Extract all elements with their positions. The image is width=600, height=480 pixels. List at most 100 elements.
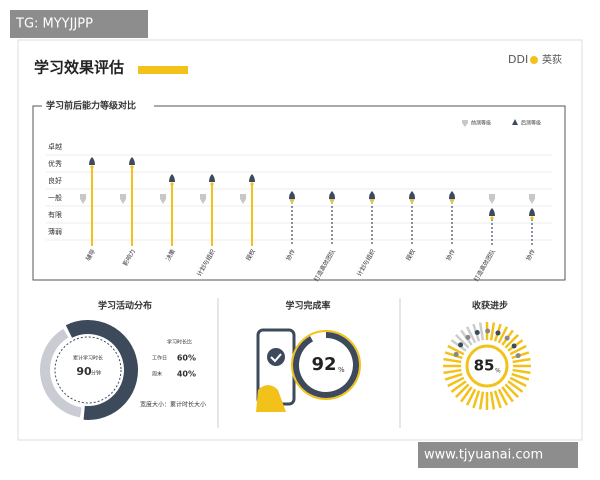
- center-label: 累计学习时长: [73, 355, 103, 362]
- person: [465, 334, 471, 340]
- post-marker: [129, 157, 135, 165]
- ring-arc: [293, 332, 359, 398]
- check: [270, 353, 282, 363]
- ray: [493, 390, 502, 409]
- post-marker: [289, 191, 295, 199]
- flame: [290, 199, 294, 203]
- legend-title: 学习时长比: [167, 339, 192, 346]
- ray: [497, 388, 509, 406]
- y-tick-label: 一般: [48, 193, 62, 202]
- flame: [410, 199, 414, 203]
- ray: [504, 334, 519, 349]
- person: [515, 353, 521, 359]
- logo: DDI: [508, 53, 528, 66]
- ring-value: 92: [311, 354, 336, 375]
- ray: [443, 368, 462, 375]
- legend-label: 后测等级: [521, 120, 541, 127]
- post-marker: [329, 191, 335, 199]
- ray: [444, 372, 463, 381]
- ray: [507, 380, 524, 393]
- y-tick-label: 有限: [48, 210, 62, 219]
- post-marker: [409, 191, 415, 199]
- watermark-box: [10, 10, 148, 38]
- legend-icon: [512, 119, 518, 125]
- frame-gap: [42, 100, 154, 112]
- watermark-box: [418, 442, 578, 468]
- burst-value: 85: [474, 357, 495, 375]
- flame: [530, 216, 534, 220]
- ray: [465, 388, 477, 406]
- chart-title: 学习前后能力等级对比: [46, 100, 136, 112]
- hand: [256, 385, 286, 412]
- ray: [512, 368, 531, 375]
- person: [504, 335, 510, 341]
- ray: [501, 386, 514, 403]
- ray: [455, 383, 470, 398]
- ring-unit: %: [338, 366, 345, 374]
- y-tick-label: 薄弱: [48, 227, 62, 236]
- post-marker: [369, 191, 375, 199]
- person: [495, 330, 501, 336]
- ray: [444, 351, 463, 360]
- post-marker: [449, 191, 455, 199]
- page-title: 学习效果评估: [34, 59, 124, 77]
- ray: [504, 383, 519, 398]
- title-bar: [138, 66, 188, 74]
- flame: [90, 165, 94, 169]
- post-marker: [529, 208, 535, 216]
- legend-label: 前测等级: [471, 120, 491, 127]
- note: 宽度大小：累计时长大小: [140, 401, 206, 409]
- center-value: 90: [76, 365, 92, 378]
- y-tick-label: 优秀: [48, 159, 62, 168]
- burst-unit: %: [495, 368, 501, 375]
- value-label: 40%: [177, 370, 196, 379]
- check-circle: [267, 348, 285, 366]
- ray: [509, 376, 527, 388]
- post-marker: [169, 174, 175, 182]
- legend-label: 工作日: [152, 355, 167, 362]
- person: [511, 343, 517, 349]
- ray: [450, 380, 467, 393]
- ray: [447, 376, 465, 388]
- pre-marker: [80, 194, 86, 204]
- inner-ring: [54, 336, 122, 404]
- pre-marker: [529, 194, 535, 204]
- flame: [210, 182, 214, 186]
- ring-bg: [291, 330, 361, 400]
- y-tick-label: 卓越: [48, 142, 62, 151]
- flame: [330, 199, 334, 203]
- ray: [478, 322, 485, 341]
- flame: [250, 182, 254, 186]
- flame: [370, 199, 374, 203]
- center-unit: 分钟: [91, 370, 101, 377]
- flame: [170, 182, 174, 186]
- panel-title: 学习活动分布: [98, 300, 152, 312]
- ray: [497, 326, 509, 344]
- value-label: 60%: [177, 354, 196, 363]
- ray: [443, 357, 462, 364]
- post-marker: [249, 174, 255, 182]
- person: [458, 342, 464, 348]
- flame: [130, 165, 134, 169]
- pre-marker: [489, 194, 495, 204]
- person: [485, 328, 491, 334]
- flame: [450, 199, 454, 203]
- post-marker: [489, 208, 495, 216]
- logo-dot: [530, 56, 538, 64]
- pre-marker: [200, 194, 206, 204]
- donut-segment: [65, 320, 138, 420]
- donut-segment: [40, 328, 82, 418]
- post-marker: [89, 157, 95, 165]
- ray: [447, 344, 465, 356]
- flame: [490, 216, 494, 220]
- legend-icon: [462, 120, 468, 127]
- logo-cn: 英荻: [542, 53, 562, 66]
- ray: [489, 391, 496, 410]
- panel-title: 学习完成率: [285, 300, 330, 312]
- ray: [455, 334, 470, 349]
- ray: [509, 344, 527, 356]
- person: [453, 351, 459, 357]
- ray: [489, 322, 496, 341]
